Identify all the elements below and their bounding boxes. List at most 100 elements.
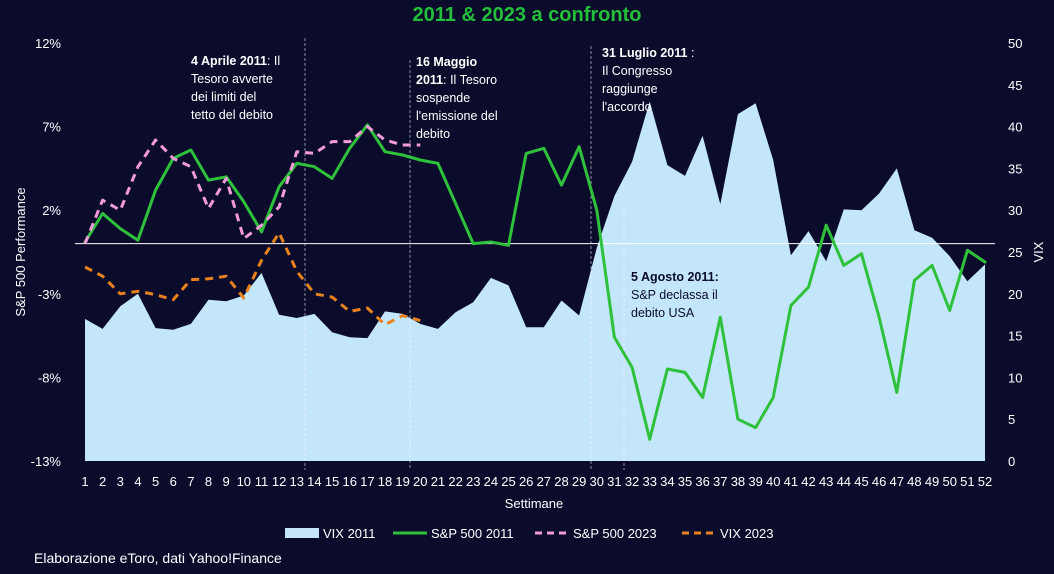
annotation-august-2011: 5 Agosto 2011: S&P declassa il debito US… — [631, 270, 719, 320]
x-tick-label: 50 — [942, 474, 956, 489]
y-right-tick-label: 0 — [1008, 454, 1015, 469]
x-tick-label: 18 — [378, 474, 392, 489]
legend-item-vix-2023: VIX 2023 — [682, 526, 774, 541]
x-tick-label: 41 — [784, 474, 798, 489]
x-tick-label: 30 — [590, 474, 604, 489]
annotation-july-line1: : — [687, 46, 694, 60]
y-right-tick-label: 30 — [1008, 203, 1022, 218]
x-tick-label: 43 — [819, 474, 833, 489]
y-right-tick-label: 40 — [1008, 120, 1022, 135]
x-tick-label: 13 — [290, 474, 304, 489]
x-tick-label: 19 — [395, 474, 409, 489]
legend-item-vix-2011: VIX 2011 — [285, 526, 376, 541]
annotation-april-line2: Tesoro avverte — [191, 72, 273, 86]
x-tick-label: 36 — [695, 474, 709, 489]
x-tick-label: 28 — [554, 474, 568, 489]
x-tick-label: 48 — [907, 474, 921, 489]
y-right-tick-label: 15 — [1008, 329, 1022, 344]
series-area-vix-2011 — [85, 101, 985, 461]
x-tick-label: 10 — [237, 474, 251, 489]
annotation-may-date: 16 Maggio — [416, 55, 477, 69]
x-tick-label: 47 — [890, 474, 904, 489]
x-tick-label: 6 — [170, 474, 177, 489]
y-right-tick-label: 45 — [1008, 78, 1022, 93]
x-tick-label: 42 — [801, 474, 815, 489]
x-tick-label: 1 — [81, 474, 88, 489]
x-tick-label: 11 — [255, 474, 269, 489]
x-tick-label: 8 — [205, 474, 212, 489]
annotation-august-line2: S&P declassa il — [631, 288, 718, 302]
x-tick-label: 25 — [501, 474, 515, 489]
source-note: Elaborazione eToro, dati Yahoo!Finance — [34, 550, 282, 566]
annotation-april-2011: 4 Aprile 2011: Il Tesoro avverte dei lim… — [191, 54, 280, 122]
y-right-tick-label: 10 — [1008, 370, 1022, 385]
x-tick-label: 45 — [854, 474, 868, 489]
annotation-april-line1: : Il — [267, 54, 280, 68]
legend-label-sp500-2023: S&P 500 2023 — [573, 526, 657, 541]
series-layer — [83, 123, 987, 441]
x-tick-label: 14 — [307, 474, 321, 489]
annotation-july-2011: 31 Luglio 2011 : Il Congresso raggiunge … — [602, 46, 694, 114]
annotation-may-line5: debito — [416, 127, 450, 141]
x-tick-label: 29 — [572, 474, 586, 489]
x-tick-label: 37 — [713, 474, 727, 489]
x-tick-label: 15 — [325, 474, 339, 489]
svg-text:2011: Il Tesoro: 2011: Il Tesoro — [416, 73, 497, 87]
x-tick-label: 52 — [978, 474, 992, 489]
y-right-tick-label: 20 — [1008, 287, 1022, 302]
annotation-july-date: 31 Luglio 2011 — [602, 46, 688, 60]
series-line-s-p-500-2023 — [83, 125, 421, 245]
x-tick-label: 7 — [187, 474, 194, 489]
x-tick-label: 16 — [342, 474, 356, 489]
annotation-july-line2: Il Congresso — [602, 64, 672, 78]
y-left-tick-label: 12% — [35, 36, 61, 51]
annotation-july-line4: l'accordo — [602, 100, 652, 114]
x-tick-label: 34 — [660, 474, 674, 489]
x-tick-label: 3 — [117, 474, 124, 489]
x-tick-label: 32 — [625, 474, 639, 489]
svg-text:4 Aprile 2011: Il: 4 Aprile 2011: Il — [191, 54, 280, 68]
x-tick-label: 49 — [925, 474, 939, 489]
annotation-may-line3: sospende — [416, 91, 470, 105]
x-tick-label: 40 — [766, 474, 780, 489]
annotation-may-year: 2011 — [416, 73, 443, 87]
annotation-april-line3: dei limiti del — [191, 90, 256, 104]
x-tick-label: 20 — [413, 474, 427, 489]
annotation-april-line4: tetto del debito — [191, 108, 273, 122]
legend-item-sp500-2023: S&P 500 2023 — [535, 526, 657, 541]
x-tick-label: 9 — [223, 474, 230, 489]
vix-2011-area-layer — [85, 101, 985, 461]
annotation-may-line2: : Il Tesoro — [443, 73, 497, 87]
x-tick-label: 33 — [642, 474, 656, 489]
x-tick-label: 31 — [607, 474, 621, 489]
y-left-tick-label: 7% — [42, 120, 61, 135]
x-axis-label: Settimane — [505, 496, 564, 511]
series-line-vix-2023 — [84, 231, 421, 327]
x-tick-label: 17 — [360, 474, 374, 489]
y-right-tick-label: 25 — [1008, 245, 1022, 260]
y-right-tick-label: 35 — [1008, 161, 1022, 176]
y-left-tick-label: -3% — [38, 287, 62, 302]
x-tick-label: 5 — [152, 474, 159, 489]
annotation-may-2011: 16 Maggio 2011: Il Tesoro sospende l'emi… — [416, 55, 498, 141]
legend-swatch-vix-2011 — [285, 528, 319, 538]
guide-layer — [75, 38, 995, 470]
annotation-august-line3: debito USA — [631, 306, 695, 320]
x-tick-label: 24 — [484, 474, 498, 489]
x-tick-label: 4 — [134, 474, 141, 489]
x-tick-label: 44 — [837, 474, 851, 489]
series-line-s-p-500-2011 — [83, 123, 987, 441]
legend-label-vix-2023: VIX 2023 — [720, 526, 774, 541]
x-tick-label: 21 — [431, 474, 445, 489]
y-axis-right-label: VIX — [1031, 241, 1046, 262]
y-left-tick-label: -13% — [31, 454, 62, 469]
legend: VIX 2011 S&P 500 2011 S&P 500 2023 VIX 2… — [285, 526, 774, 541]
legend-label-vix-2011: VIX 2011 — [323, 526, 376, 541]
x-tick-label: 26 — [519, 474, 533, 489]
annotation-july-line3: raggiunge — [602, 82, 658, 96]
x-tick-label: 2 — [99, 474, 106, 489]
y-left-tick-label: -8% — [38, 370, 62, 385]
x-tick-label: 51 — [960, 474, 974, 489]
